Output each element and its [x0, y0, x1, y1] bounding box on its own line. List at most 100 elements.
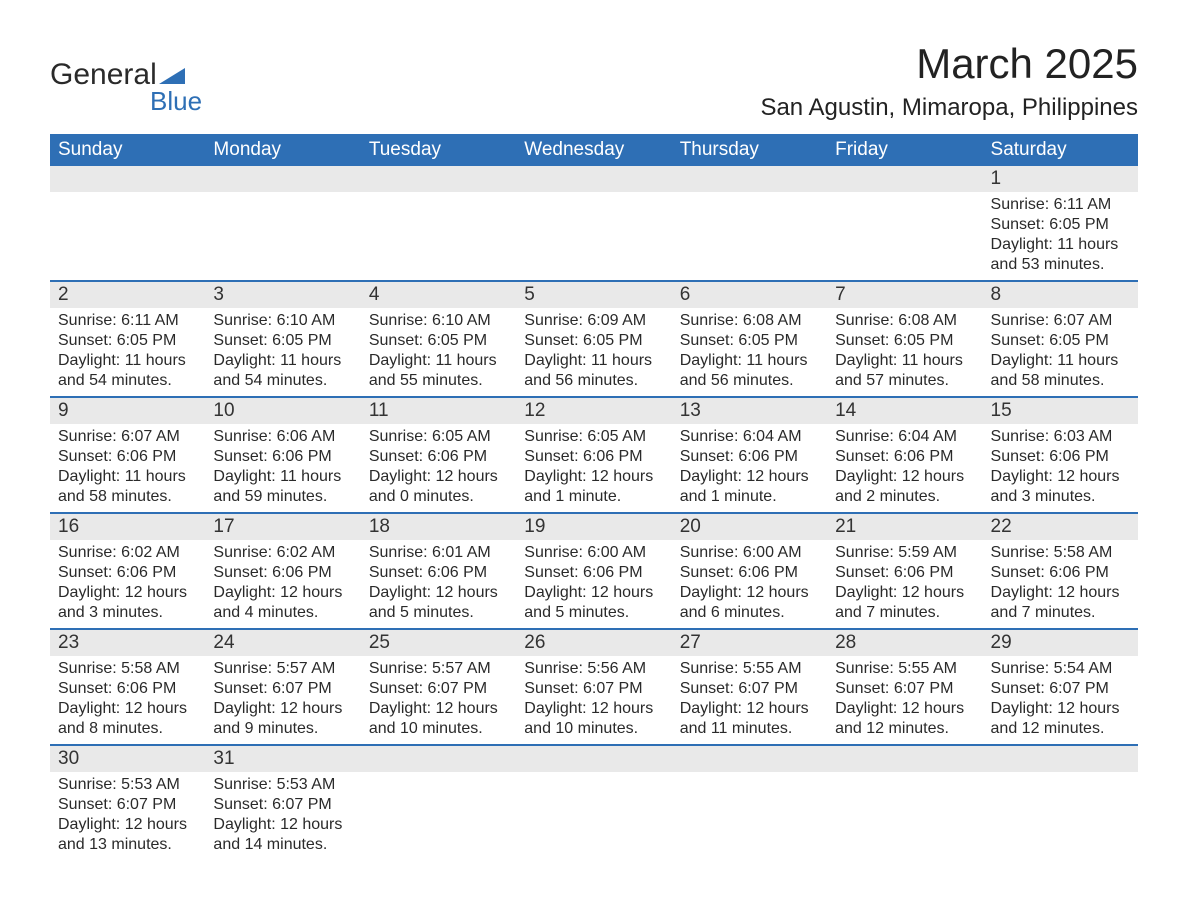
week-row: 9Sunrise: 6:07 AMSunset: 6:06 PMDaylight…	[50, 398, 1138, 514]
cell-body	[205, 192, 360, 200]
cell-line: Sunrise: 5:54 AM	[991, 659, 1130, 679]
day-number: 13	[672, 398, 827, 424]
day-number: 28	[827, 630, 982, 656]
calendar-cell	[516, 746, 671, 860]
cell-line: Sunset: 6:05 PM	[524, 331, 663, 351]
cell-line: Sunrise: 6:10 AM	[369, 311, 508, 331]
cell-line: Sunrise: 5:55 AM	[680, 659, 819, 679]
day-number	[672, 166, 827, 192]
calendar-cell	[827, 166, 982, 280]
cell-line: Sunrise: 6:04 AM	[835, 427, 974, 447]
day-number	[827, 166, 982, 192]
cell-line: Sunset: 6:06 PM	[835, 563, 974, 583]
cell-body	[672, 772, 827, 780]
cell-line: Sunset: 6:07 PM	[680, 679, 819, 699]
calendar-cell: 20 Sunrise: 6:00 AMSunset: 6:06 PMDayligh…	[672, 514, 827, 628]
day-number: 17	[205, 514, 360, 540]
cell-line: Sunrise: 6:02 AM	[213, 543, 352, 563]
cell-line: Daylight: 11 hours and 59 minutes.	[213, 467, 352, 507]
cell-body: Sunrise: 5:59 AMSunset: 6:06 PMDaylight:…	[827, 540, 982, 628]
calendar-cell: 2Sunrise: 6:11 AMSunset: 6:05 PMDaylight…	[50, 282, 205, 396]
week-row: 2Sunrise: 6:11 AMSunset: 6:05 PMDaylight…	[50, 282, 1138, 398]
cell-line: Sunset: 6:05 PM	[213, 331, 352, 351]
cell-line: Sunset: 6:07 PM	[213, 795, 352, 815]
calendar-cell: 16Sunrise: 6:02 AMSunset: 6:06 PMDayligh…	[50, 514, 205, 628]
cell-line: Daylight: 11 hours and 54 minutes.	[58, 351, 197, 391]
cell-line: Sunset: 6:06 PM	[680, 447, 819, 467]
cell-body: Sunrise: 6:07 AMSunset: 6:05 PMDaylight:…	[983, 308, 1138, 396]
cell-line: Daylight: 12 hours and 6 minutes.	[680, 583, 819, 623]
cell-line: Sunset: 6:06 PM	[213, 563, 352, 583]
cell-line: Sunset: 6:06 PM	[680, 563, 819, 583]
title-block: March 2025 San Agustin, Mimaropa, Philip…	[760, 40, 1138, 122]
day-number: 20	[672, 514, 827, 540]
week-row: 30Sunrise: 5:53 AMSunset: 6:07 PMDayligh…	[50, 746, 1138, 860]
week-row: 16Sunrise: 6:02 AMSunset: 6:06 PMDayligh…	[50, 514, 1138, 630]
calendar-cell: 29Sunrise: 5:54 AMSunset: 6:07 PMDayligh…	[983, 630, 1138, 744]
calendar-cell: 9Sunrise: 6:07 AMSunset: 6:06 PMDaylight…	[50, 398, 205, 512]
logo: General Blue	[50, 40, 202, 117]
day-header: Friday	[827, 134, 982, 166]
cell-body: Sunrise: 6:09 AMSunset: 6:05 PMDaylight:…	[516, 308, 671, 396]
day-number: 8	[983, 282, 1138, 308]
calendar-cell: 13Sunrise: 6:04 AMSunset: 6:06 PMDayligh…	[672, 398, 827, 512]
calendar-cell	[983, 746, 1138, 860]
day-number: 3	[205, 282, 360, 308]
calendar-cell: 4Sunrise: 6:10 AMSunset: 6:05 PMDaylight…	[361, 282, 516, 396]
cell-line: Daylight: 12 hours and 13 minutes.	[58, 815, 197, 855]
cell-line: Sunrise: 6:03 AM	[991, 427, 1130, 447]
cell-body: Sunrise: 6:03 AMSunset: 6:06 PMDaylight:…	[983, 424, 1138, 512]
cell-line: Sunrise: 5:58 AM	[991, 543, 1130, 563]
calendar-cell: 6Sunrise: 6:08 AMSunset: 6:05 PMDaylight…	[672, 282, 827, 396]
cell-body: Sunrise: 6:00 AMSunset: 6:06 PMDaylight:…	[516, 540, 671, 628]
cell-line: Daylight: 11 hours and 57 minutes.	[835, 351, 974, 391]
cell-body: Sunrise: 5:53 AMSunset: 6:07 PMDaylight:…	[50, 772, 205, 860]
cell-line: Sunset: 6:06 PM	[991, 447, 1130, 467]
cell-line: Sunrise: 6:00 AM	[680, 543, 819, 563]
day-number: 12	[516, 398, 671, 424]
cell-line: Daylight: 12 hours and 14 minutes.	[213, 815, 352, 855]
cell-line: Daylight: 12 hours and 12 minutes.	[991, 699, 1130, 739]
cell-body	[361, 192, 516, 200]
cell-line: Sunrise: 5:53 AM	[213, 775, 352, 795]
day-number: 2	[50, 282, 205, 308]
cell-line: Daylight: 12 hours and 1 minute.	[524, 467, 663, 507]
cell-line: Sunrise: 6:05 AM	[524, 427, 663, 447]
calendar-cell: 25Sunrise: 5:57 AMSunset: 6:07 PMDayligh…	[361, 630, 516, 744]
cell-line: Sunrise: 5:56 AM	[524, 659, 663, 679]
page-header: General Blue March 2025 San Agustin, Mim…	[50, 40, 1138, 122]
cell-body: Sunrise: 6:05 AMSunset: 6:06 PMDaylight:…	[516, 424, 671, 512]
day-number: 27	[672, 630, 827, 656]
calendar-cell: 21Sunrise: 5:59 AMSunset: 6:06 PMDayligh…	[827, 514, 982, 628]
cell-line: Sunrise: 5:58 AM	[58, 659, 197, 679]
cell-line: Daylight: 12 hours and 12 minutes.	[835, 699, 974, 739]
calendar-cell	[50, 166, 205, 280]
cell-line: Sunrise: 6:02 AM	[58, 543, 197, 563]
cell-line: Daylight: 11 hours and 58 minutes.	[58, 467, 197, 507]
calendar-cell: 30Sunrise: 5:53 AMSunset: 6:07 PMDayligh…	[50, 746, 205, 860]
cell-line: Sunrise: 6:08 AM	[835, 311, 974, 331]
cell-line: Sunset: 6:05 PM	[991, 215, 1130, 235]
cell-body	[516, 192, 671, 200]
cell-line: Sunset: 6:05 PM	[680, 331, 819, 351]
calendar-cell	[205, 166, 360, 280]
cell-body: Sunrise: 6:04 AMSunset: 6:06 PMDaylight:…	[827, 424, 982, 512]
day-number: 1	[983, 166, 1138, 192]
day-number: 9	[50, 398, 205, 424]
cell-line: Sunset: 6:06 PM	[524, 447, 663, 467]
cell-body	[50, 192, 205, 200]
cell-body: Sunrise: 5:57 AMSunset: 6:07 PMDaylight:…	[361, 656, 516, 744]
day-header-row: SundayMondayTuesdayWednesdayThursdayFrid…	[50, 134, 1138, 166]
cell-line: Sunset: 6:06 PM	[58, 447, 197, 467]
calendar-cell: 27Sunrise: 5:55 AMSunset: 6:07 PMDayligh…	[672, 630, 827, 744]
calendar-cell	[827, 746, 982, 860]
cell-body	[672, 192, 827, 200]
cell-body: Sunrise: 5:58 AMSunset: 6:06 PMDaylight:…	[50, 656, 205, 744]
day-number: 16	[50, 514, 205, 540]
day-header: Tuesday	[361, 134, 516, 166]
day-number: 19	[516, 514, 671, 540]
cell-line: Daylight: 11 hours and 56 minutes.	[524, 351, 663, 391]
day-header: Sunday	[50, 134, 205, 166]
cell-line: Sunset: 6:06 PM	[58, 679, 197, 699]
cell-body: Sunrise: 6:04 AMSunset: 6:06 PMDaylight:…	[672, 424, 827, 512]
